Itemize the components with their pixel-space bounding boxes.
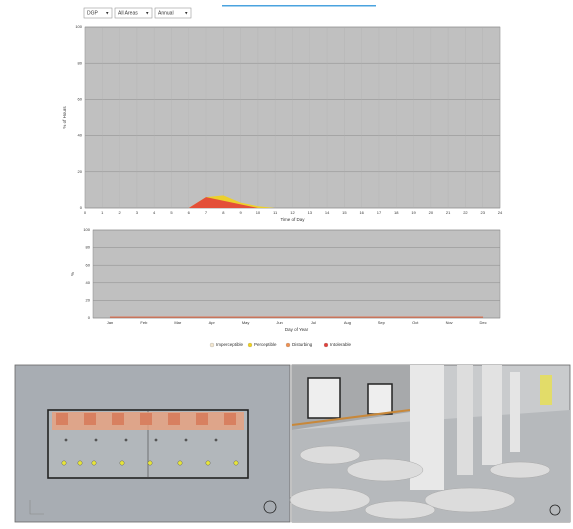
y-tick-label: 100 <box>83 227 90 232</box>
y-tick-label: 0 <box>80 205 83 210</box>
x-tick-label: 8 <box>222 210 225 215</box>
legend-label: Imperceptible <box>216 342 244 347</box>
x-tick-label: 12 <box>290 210 295 215</box>
perspective-viewport <box>290 365 570 522</box>
y-tick-label: 20 <box>78 169 83 174</box>
x-tick-label: 23 <box>480 210 485 215</box>
y-axis-label: % <box>70 272 75 276</box>
x-tick-label: 24 <box>498 210 503 215</box>
x-tick-label: 20 <box>429 210 434 215</box>
y-tick-label: 40 <box>86 280 91 285</box>
x-tick-label: 13 <box>308 210 313 215</box>
y-tick-label: 20 <box>86 297 91 302</box>
x-tick-label: May <box>242 320 250 325</box>
x-tick-label: 11 <box>273 210 278 215</box>
plan-viewport <box>15 365 290 522</box>
x-axis-label: Day of Year <box>285 327 309 332</box>
y-tick-label: 60 <box>86 262 91 267</box>
legend-label: Perceptible <box>254 342 277 347</box>
x-tick-label: 6 <box>188 210 191 215</box>
x-tick-label: 0 <box>84 210 87 215</box>
dropdown-label: DGP <box>87 10 99 16</box>
y-tick-label: 80 <box>86 245 91 250</box>
x-tick-label: Feb <box>140 320 148 325</box>
x-tick-label: Aug <box>344 320 351 325</box>
legend-label: Intolerable <box>330 342 352 347</box>
x-tick-label: 9 <box>240 210 243 215</box>
x-axis-label: Time of Day <box>280 217 305 222</box>
x-tick-label: 4 <box>153 210 156 215</box>
x-tick-label: 2 <box>118 210 121 215</box>
x-tick-label: 3 <box>136 210 139 215</box>
x-tick-label: 10 <box>256 210 261 215</box>
x-tick-label: Apr <box>209 320 216 325</box>
legend-marker <box>324 343 328 347</box>
dropdown[interactable]: Annual ▾ <box>155 8 191 18</box>
y-axis-label: % of Hours <box>62 106 67 129</box>
x-tick-label: 7 <box>205 210 208 215</box>
x-tick-label: 17 <box>377 210 382 215</box>
x-tick-label: 22 <box>463 210 468 215</box>
legend-label: Disturbing <box>292 342 313 347</box>
x-tick-label: Nov <box>446 320 453 325</box>
x-tick-label: 16 <box>359 210 364 215</box>
x-tick-label: Jan <box>107 320 113 325</box>
legend-marker <box>286 343 290 347</box>
x-tick-label: 1 <box>101 210 104 215</box>
plot-area <box>93 230 500 318</box>
y-tick-label: 60 <box>78 96 83 101</box>
dropdown[interactable]: All Areas ▾ <box>115 8 152 18</box>
dropdown-label: All Areas <box>118 10 138 16</box>
x-tick-label: 19 <box>411 210 416 215</box>
legend-marker <box>248 343 252 347</box>
x-tick-label: 14 <box>325 210 330 215</box>
x-tick-label: Oct <box>412 320 419 325</box>
y-tick-label: 80 <box>78 60 83 65</box>
dropdown[interactable]: DGP ▾ <box>84 8 112 18</box>
x-tick-label: Mar <box>174 320 182 325</box>
x-tick-label: 18 <box>394 210 399 215</box>
x-tick-label: Sep <box>378 320 386 325</box>
legend: Imperceptible Perceptible Disturbing Intole… <box>210 342 352 347</box>
y-tick-label: 40 <box>78 133 83 138</box>
x-tick-label: Dec <box>479 320 486 325</box>
x-tick-label: Jun <box>276 320 282 325</box>
app: DGP ▾ All Areas ▾ Annual ▾ 020406080100%… <box>0 0 573 524</box>
dropdown-label: Annual <box>158 10 174 16</box>
x-tick-label: 21 <box>446 210 451 215</box>
y-tick-label: 0 <box>88 315 91 320</box>
x-tick-label: 15 <box>342 210 347 215</box>
x-tick-label: 5 <box>170 210 173 215</box>
legend-marker <box>210 343 214 347</box>
tab-indicator <box>222 5 376 7</box>
x-tick-label: Jul <box>311 320 316 325</box>
y-tick-label: 100 <box>75 24 82 29</box>
